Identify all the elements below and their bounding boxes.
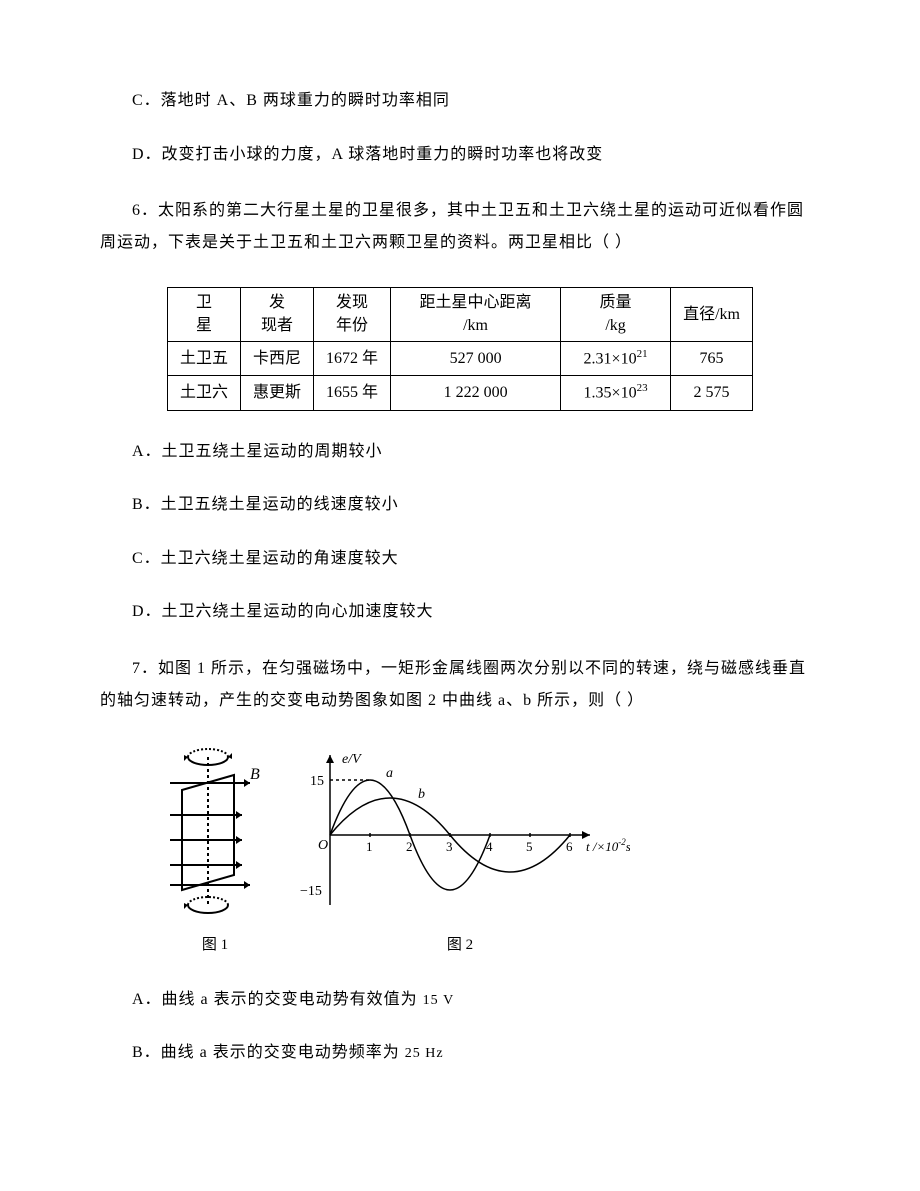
q6-option-d: D．土卫六绕土星运动的向心加速度较大 — [100, 599, 820, 625]
x-axis-label: t /×10-2s — [586, 837, 630, 854]
opt-a-value: 15 V — [423, 993, 455, 1008]
q6-option-b: B．土卫五绕土星运动的线速度较小 — [100, 492, 820, 518]
y-tick-bot: −15 — [300, 884, 322, 899]
th-mass-2: /kg — [605, 317, 625, 334]
th-sat-1: 卫 — [196, 294, 212, 311]
cell-sat: 土卫六 — [168, 376, 241, 410]
cell-dia: 765 — [671, 341, 753, 375]
curve-b-label: b — [418, 787, 425, 802]
mass-base: 1.35×10 — [584, 385, 637, 402]
th-yr-1: 发现 — [336, 294, 368, 311]
q5-option-d: D．改变打击小球的力度，A 球落地时重力的瞬时功率也将改变 — [100, 142, 820, 168]
cell-dist: 1 222 000 — [391, 376, 561, 410]
q6-stem: 6．太阳系的第二大行星土星的卫星很多，其中土卫五和土卫六绕土星的运动可近似看作圆… — [100, 195, 820, 259]
x-tick-5: 5 — [526, 839, 533, 854]
table-row: 土卫五 卡西尼 1672 年 527 000 2.31×1021 765 — [168, 341, 753, 375]
table-row: 土卫六 惠更斯 1655 年 1 222 000 1.35×1023 2 575 — [168, 376, 753, 410]
x-tick-3: 3 — [446, 839, 453, 854]
origin-label: O — [318, 838, 328, 853]
cell-dist: 527 000 — [391, 341, 561, 375]
q7-option-b: B．曲线 a 表示的交变电动势频率为 25 Hz — [100, 1040, 820, 1066]
x-tick-6: 6 — [566, 839, 573, 854]
q6-option-a: A．土卫五绕土星运动的周期较小 — [100, 439, 820, 465]
th-diameter: 直径/km — [671, 288, 753, 342]
cell-dia: 2 575 — [671, 376, 753, 410]
cell-disc: 卡西尼 — [241, 341, 314, 375]
q6-option-c: C．土卫六绕土星运动的角速度较大 — [100, 546, 820, 572]
x-tick-1: 1 — [366, 839, 373, 854]
b-label: B — [250, 766, 260, 783]
opt-a-text: A．曲线 a 表示的交变电动势有效值为 — [132, 991, 423, 1008]
th-mass: 质量 /kg — [561, 288, 671, 342]
q7-figures: B 图 1 e/V 15 −15 O — [160, 745, 820, 957]
cell-sat: 土卫五 — [168, 341, 241, 375]
q6-table: 卫 星 发 现者 发现 年份 距土星中心距离 /km 质量 /kg 直径/km … — [167, 287, 753, 410]
figure-1-coil-icon: B — [160, 745, 270, 920]
th-satellite: 卫 星 — [168, 288, 241, 342]
th-yr-2: 年份 — [336, 317, 368, 334]
cell-mass: 2.31×1021 — [561, 341, 671, 375]
mass-base: 2.31×10 — [584, 350, 637, 367]
q7-option-a: A．曲线 a 表示的交变电动势有效值为 15 V — [100, 987, 820, 1013]
y-tick-top: 15 — [310, 774, 324, 789]
th-discoverer: 发 现者 — [241, 288, 314, 342]
th-distance: 距土星中心距离 /km — [391, 288, 561, 342]
x-tick-4: 4 — [486, 839, 493, 854]
opt-b-value: 25 Hz — [405, 1046, 444, 1061]
mass-exp: 21 — [637, 348, 648, 360]
th-sat-2: 星 — [196, 317, 212, 334]
opt-b-text: B．曲线 a 表示的交变电动势频率为 — [132, 1044, 405, 1061]
mass-exp: 23 — [637, 382, 648, 394]
figure-2-graph: e/V 15 −15 O 1 2 3 4 5 6 t /×10-2s a b — [290, 745, 630, 920]
cell-year: 1655 年 — [314, 376, 391, 410]
th-dist-1: 距土星中心距离 — [420, 294, 532, 311]
th-dist-2: /km — [463, 317, 488, 334]
figure-1-label: 图 1 — [160, 933, 270, 957]
q5-option-c: C．落地时 A、B 两球重力的瞬时功率相同 — [100, 88, 820, 114]
cell-year: 1672 年 — [314, 341, 391, 375]
th-year: 发现 年份 — [314, 288, 391, 342]
figure-2-label: 图 2 — [290, 933, 630, 957]
cell-mass: 1.35×1023 — [561, 376, 671, 410]
curve-a-label: a — [386, 766, 393, 781]
th-mass-1: 质量 — [600, 294, 632, 311]
th-disc-1: 发 — [269, 294, 285, 311]
th-disc-2: 现者 — [261, 317, 293, 334]
cell-disc: 惠更斯 — [241, 376, 314, 410]
y-axis-label: e/V — [342, 752, 362, 767]
q7-stem: 7．如图 1 所示，在匀强磁场中，一矩形金属线圈两次分别以不同的转速，绕与磁感线… — [100, 653, 820, 717]
x-tick-2: 2 — [406, 839, 413, 854]
